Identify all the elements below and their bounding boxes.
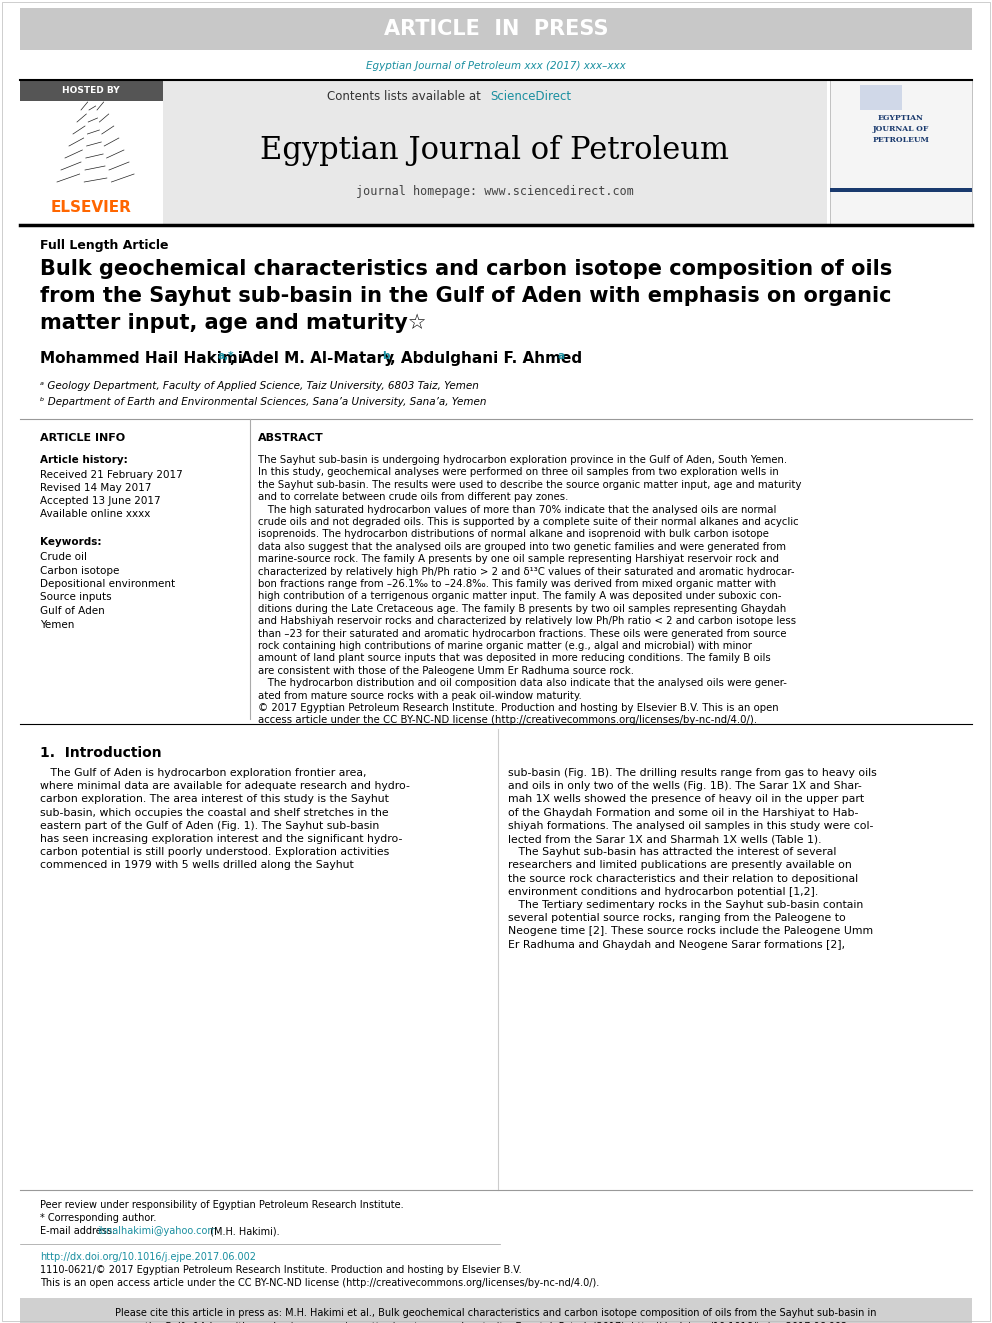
Text: bon fractions range from –26.1‰ to –24.8‰. This family was derived from mixed or: bon fractions range from –26.1‰ to –24.8… [258, 579, 776, 589]
Text: Article history:: Article history: [40, 455, 128, 464]
Text: several potential source rocks, ranging from the Paleogene to: several potential source rocks, ranging … [508, 913, 846, 923]
Text: Peer review under responsibility of Egyptian Petroleum Research Institute.: Peer review under responsibility of Egyp… [40, 1200, 404, 1211]
Text: Source inputs: Source inputs [40, 593, 112, 602]
Text: shiyah formations. The analysed oil samples in this study were col-: shiyah formations. The analysed oil samp… [508, 820, 873, 831]
Text: , Abdulghani F. Ahmed: , Abdulghani F. Ahmed [390, 351, 582, 366]
Text: and Habshiyah reservoir rocks and characterized by relatively low Ph/Ph ratio < : and Habshiyah reservoir rocks and charac… [258, 617, 797, 626]
Text: (M.H. Hakimi).: (M.H. Hakimi). [207, 1226, 280, 1236]
Text: The Sayhut sub-basin has attracted the interest of several: The Sayhut sub-basin has attracted the i… [508, 847, 836, 857]
Text: a,*: a,* [218, 351, 234, 361]
Text: * Corresponding author.: * Corresponding author. [40, 1213, 157, 1222]
Text: ELSEVIER: ELSEVIER [51, 201, 131, 216]
Text: sub-basin, which occupies the coastal and shelf stretches in the: sub-basin, which occupies the coastal an… [40, 807, 389, 818]
Text: mah 1X wells showed the presence of heavy oil in the upper part: mah 1X wells showed the presence of heav… [508, 794, 864, 804]
Bar [830, 188, 972, 192]
Text: The Tertiary sedimentary rocks in the Sayhut sub-basin contain: The Tertiary sedimentary rocks in the Sa… [508, 900, 863, 910]
Text: Received 21 February 2017: Received 21 February 2017 [40, 470, 183, 480]
Text: journal homepage: www.sciencedirect.com: journal homepage: www.sciencedirect.com [356, 185, 634, 198]
Text: ditions during the Late Cretaceous age. The family B presents by two oil samples: ditions during the Late Cretaceous age. … [258, 603, 787, 614]
Text: ARTICLE  IN  PRESS: ARTICLE IN PRESS [384, 19, 608, 38]
Text: This is an open access article under the CC BY-NC-ND license (http://creativecom: This is an open access article under the… [40, 1278, 599, 1289]
Text: and to correlate between crude oils from different pay zones.: and to correlate between crude oils from… [258, 492, 568, 503]
Text: In this study, geochemical analyses were performed on three oil samples from two: In this study, geochemical analyses were… [258, 467, 779, 478]
Text: has seen increasing exploration interest and the significant hydro-: has seen increasing exploration interest… [40, 833, 403, 844]
Text: The Sayhut sub-basin is undergoing hydrocarbon exploration province in the Gulf : The Sayhut sub-basin is undergoing hydro… [258, 455, 787, 464]
Text: the source rock characteristics and their relation to depositional: the source rock characteristics and thei… [508, 873, 858, 884]
Text: matter input, age and maturity☆: matter input, age and maturity☆ [40, 314, 427, 333]
Bar [860, 85, 902, 110]
Text: environment conditions and hydrocarbon potential [1,2].: environment conditions and hydrocarbon p… [508, 886, 818, 897]
Text: Crude oil: Crude oil [40, 552, 87, 562]
Text: of the Ghaydah Formation and some oil in the Harshiyat to Hab-: of the Ghaydah Formation and some oil in… [508, 807, 858, 818]
Text: researchers and limited publications are presently available on: researchers and limited publications are… [508, 860, 852, 871]
Text: access article under the CC BY-NC-ND license (http://creativecommons.org/license: access article under the CC BY-NC-ND lic… [258, 716, 757, 725]
Bar [20, 101, 163, 197]
Text: JOURNAL OF: JOURNAL OF [873, 124, 930, 134]
Text: PETROLEUM: PETROLEUM [873, 136, 930, 144]
Text: amount of land plant source inputs that was deposited in more reducing condition: amount of land plant source inputs that … [258, 654, 771, 663]
Text: Please cite this article in press as: M.H. Hakimi et al., Bulk geochemical chara: Please cite this article in press as: M.… [115, 1308, 877, 1318]
Bar [20, 8, 972, 50]
Text: Bulk geochemical characteristics and carbon isotope composition of oils: Bulk geochemical characteristics and car… [40, 259, 892, 279]
Text: carbon exploration. The area interest of this study is the Sayhut: carbon exploration. The area interest of… [40, 794, 389, 804]
Text: characterized by relatively high Ph/Ph ratio > 2 and δ¹³C values of their satura: characterized by relatively high Ph/Ph r… [258, 566, 795, 577]
Text: ARTICLE INFO: ARTICLE INFO [40, 433, 125, 443]
Text: Egyptian Journal of Petroleum xxx (2017) xxx–xxx: Egyptian Journal of Petroleum xxx (2017)… [366, 61, 626, 71]
Text: Yemen: Yemen [40, 619, 74, 630]
Text: Er Radhuma and Ghaydah and Neogene Sarar formations [2],: Er Radhuma and Ghaydah and Neogene Sarar… [508, 939, 845, 950]
Bar [20, 79, 163, 101]
Text: The hydrocarbon distribution and oil composition data also indicate that the ana: The hydrocarbon distribution and oil com… [258, 679, 787, 688]
Text: The high saturated hydrocarbon values of more than 70% indicate that the analyse: The high saturated hydrocarbon values of… [258, 504, 777, 515]
Text: rock containing high contributions of marine organic matter (e.g., algal and mic: rock containing high contributions of ma… [258, 642, 752, 651]
Text: The Gulf of Aden is hydrocarbon exploration frontier area,: The Gulf of Aden is hydrocarbon explorat… [40, 767, 366, 778]
Text: HOSTED BY: HOSTED BY [62, 86, 120, 95]
Text: Neogene time [2]. These source rocks include the Paleogene Umm: Neogene time [2]. These source rocks inc… [508, 926, 873, 937]
Text: E-mail address:: E-mail address: [40, 1226, 118, 1236]
Text: high contribution of a terrigenous organic matter input. The family A was deposi: high contribution of a terrigenous organ… [258, 591, 782, 602]
Text: crude oils and not degraded oils. This is supported by a complete suite of their: crude oils and not degraded oils. This i… [258, 517, 799, 527]
Text: ᵇ Department of Earth and Environmental Sciences, Sana’a University, Sana’a, Yem: ᵇ Department of Earth and Environmental … [40, 397, 486, 407]
Text: where minimal data are available for adequate research and hydro-: where minimal data are available for ade… [40, 781, 410, 791]
Text: Keywords:: Keywords: [40, 537, 101, 546]
Text: data also suggest that the analysed oils are grouped into two genetic families a: data also suggest that the analysed oils… [258, 542, 786, 552]
Text: EGYPTIAN: EGYPTIAN [878, 114, 924, 122]
Text: than –23 for their saturated and aromatic hydrocarbon fractions. These oils were: than –23 for their saturated and aromati… [258, 628, 787, 639]
Bar [20, 1298, 972, 1323]
Text: carbon potential is still poorly understood. Exploration activities: carbon potential is still poorly underst… [40, 847, 389, 857]
Text: ᵃ Geology Department, Faculty of Applied Science, Taiz University, 6803 Taiz, Ye: ᵃ Geology Department, Faculty of Applied… [40, 381, 479, 392]
Text: sub-basin (Fig. 1B). The drilling results range from gas to heavy oils: sub-basin (Fig. 1B). The drilling result… [508, 767, 877, 778]
Text: Revised 14 May 2017: Revised 14 May 2017 [40, 483, 152, 493]
Text: the Sayhut sub-basin. The results were used to describe the source organic matte: the Sayhut sub-basin. The results were u… [258, 480, 802, 490]
Text: commenced in 1979 with 5 wells drilled along the Sayhut: commenced in 1979 with 5 wells drilled a… [40, 860, 354, 871]
Text: Egyptian Journal of Petroleum: Egyptian Journal of Petroleum [261, 135, 729, 165]
Text: http://dx.doi.org/10.1016/j.ejpe.2017.06.002: http://dx.doi.org/10.1016/j.ejpe.2017.06… [40, 1252, 256, 1262]
Text: ScienceDirect: ScienceDirect [490, 90, 571, 102]
Text: ABSTRACT: ABSTRACT [258, 433, 323, 443]
Text: 1.  Introduction: 1. Introduction [40, 746, 162, 759]
Text: 1110-0621/© 2017 Egyptian Petroleum Research Institute. Production and hosting b: 1110-0621/© 2017 Egyptian Petroleum Rese… [40, 1265, 522, 1275]
Text: and oils in only two of the wells (Fig. 1B). The Sarar 1X and Shar-: and oils in only two of the wells (Fig. … [508, 781, 862, 791]
Text: eastern part of the Gulf of Aden (Fig. 1). The Sayhut sub-basin: eastern part of the Gulf of Aden (Fig. 1… [40, 820, 379, 831]
Text: Full Length Article: Full Length Article [40, 239, 169, 251]
Text: ated from mature source rocks with a peak oil-window maturity.: ated from mature source rocks with a pea… [258, 691, 581, 701]
Text: , Adel M. Al-Matary: , Adel M. Al-Matary [230, 351, 394, 366]
Text: Carbon isotope: Carbon isotope [40, 565, 119, 576]
Text: ibnalhakimi@yahoo.com: ibnalhakimi@yahoo.com [97, 1226, 217, 1236]
Text: Contents lists available at: Contents lists available at [327, 90, 485, 102]
Text: b: b [382, 351, 390, 361]
Text: lected from the Sarar 1X and Sharmah 1X wells (Table 1).: lected from the Sarar 1X and Sharmah 1X … [508, 833, 821, 844]
Text: from the Sayhut sub-basin in the Gulf of Aden with emphasis on organic: from the Sayhut sub-basin in the Gulf of… [40, 286, 892, 306]
Text: Mohammed Hail Hakimi: Mohammed Hail Hakimi [40, 351, 243, 366]
Text: Accepted 13 June 2017: Accepted 13 June 2017 [40, 496, 161, 505]
Text: a: a [557, 351, 564, 361]
Text: Gulf of Aden: Gulf of Aden [40, 606, 105, 617]
Text: Depositional environment: Depositional environment [40, 579, 176, 589]
Bar [163, 79, 827, 225]
Text: Available online xxxx: Available online xxxx [40, 509, 151, 519]
Text: © 2017 Egyptian Petroleum Research Institute. Production and hosting by Elsevier: © 2017 Egyptian Petroleum Research Insti… [258, 703, 779, 713]
Text: marine-source rock. The family A presents by one oil sample representing Harshiy: marine-source rock. The family A present… [258, 554, 779, 564]
Text: isoprenoids. The hydrocarbon distributions of normal alkane and isoprenoid with : isoprenoids. The hydrocarbon distributio… [258, 529, 769, 540]
Bar [830, 79, 972, 225]
Text: are consistent with those of the Paleogene Umm Er Radhuma source rock.: are consistent with those of the Paleoge… [258, 665, 634, 676]
